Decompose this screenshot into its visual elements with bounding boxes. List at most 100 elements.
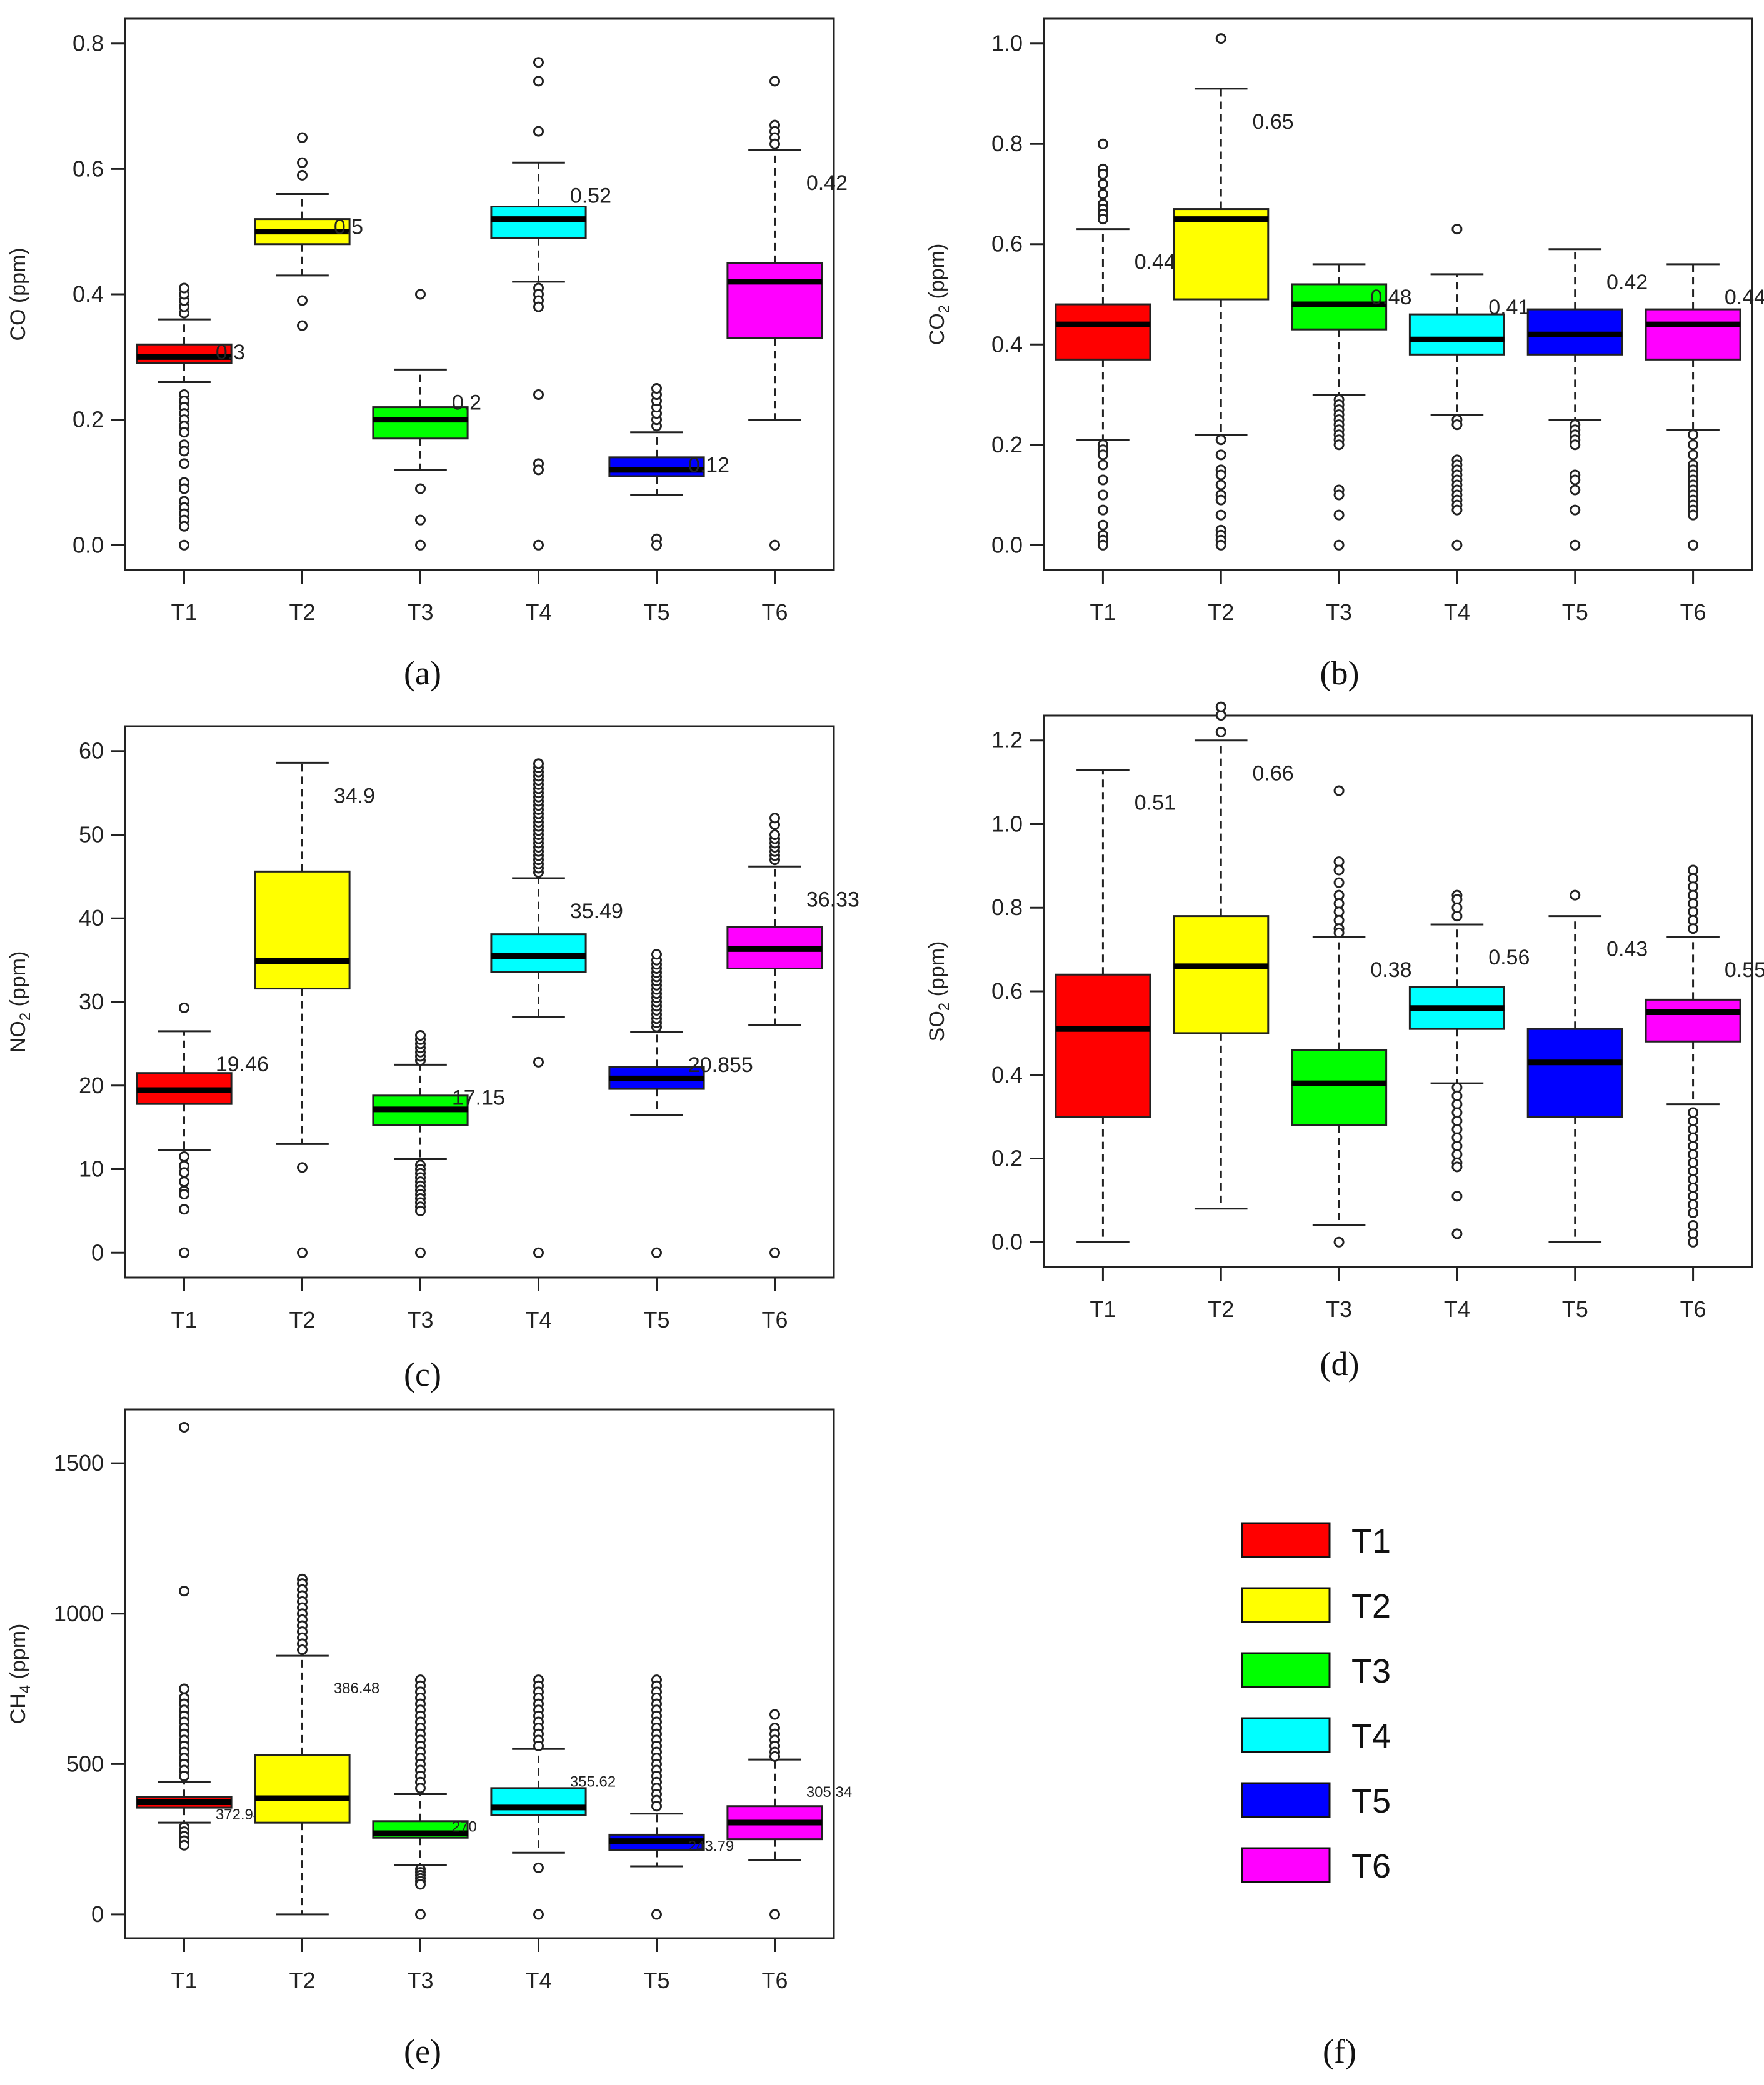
x-tick-label: T3: [407, 1968, 433, 1993]
y-tick-label: 0.8: [73, 31, 104, 56]
y-tick-label: 1500: [54, 1450, 104, 1476]
box-iqr: [726, 262, 823, 339]
box-iqr: [490, 1787, 587, 1816]
median-label: 0.66: [1253, 762, 1294, 786]
box-t1: 0.3: [136, 282, 245, 551]
legend-label-t2: T2: [1351, 1588, 1391, 1625]
median-label: 0.52: [570, 184, 611, 208]
outlier-point: [1451, 1228, 1463, 1239]
outlier-point: [533, 464, 544, 476]
y-tick-label: 0.2: [73, 407, 104, 432]
y-tick-label: 0.0: [73, 532, 104, 558]
x-tick-label: T4: [1444, 1296, 1470, 1322]
outlier-point: [769, 812, 780, 824]
x-tick-label: T2: [289, 1968, 315, 1993]
outlier-point: [415, 1782, 426, 1794]
outlier-point: [1570, 484, 1581, 496]
median-label: 0.51: [1135, 791, 1176, 815]
box-t4: 355.62: [490, 1674, 616, 1920]
outlier-point: [1570, 539, 1581, 551]
outlier-point: [1451, 539, 1463, 551]
y-tick-label: 0.8: [991, 894, 1023, 920]
outlier-point: [1215, 479, 1226, 491]
outlier-point: [179, 539, 189, 551]
outlier-point: [1097, 519, 1108, 531]
y-tick-label: 60: [79, 738, 104, 764]
x-tick-label: T3: [1326, 1296, 1352, 1322]
outlier-point: [769, 1909, 780, 1920]
outlier-point: [1333, 877, 1345, 888]
outlier-point: [533, 389, 544, 401]
x-tick-label: T1: [171, 599, 197, 625]
x-tick-label: T6: [1680, 1296, 1706, 1322]
y-tick-label: 0.4: [73, 281, 104, 307]
box-iqr: [1173, 915, 1270, 1034]
legend-swatch-t3: [1241, 1652, 1331, 1688]
outlier-point: [1451, 504, 1463, 516]
outlier-point: [179, 1176, 189, 1188]
outlier-point: [179, 1421, 189, 1432]
outlier-point: [769, 76, 780, 87]
outlier-point: [1097, 168, 1108, 179]
box-t2: 0.66: [1173, 701, 1294, 1210]
outlier-point: [1215, 494, 1226, 506]
outlier-point: [651, 382, 662, 394]
outlier-point: [179, 1204, 189, 1215]
box-t5: 243.79: [608, 1674, 734, 1920]
y-tick-label: 1.2: [991, 728, 1023, 753]
y-tick-label: 30: [79, 989, 104, 1014]
outlier-point: [1215, 701, 1226, 712]
median-label: 305.34: [806, 1784, 852, 1801]
outlier-point: [179, 1151, 189, 1162]
box-iqr: [1645, 998, 1741, 1042]
x-tick-label: T3: [407, 1307, 433, 1332]
outlier-point: [1688, 923, 1699, 934]
x-tick-label: T4: [525, 599, 551, 625]
y-tick-label: 500: [66, 1751, 104, 1776]
box-t4: 0.56: [1408, 889, 1530, 1239]
x-tick-label: T1: [1090, 1296, 1116, 1322]
y-tick-label: 1.0: [991, 31, 1023, 56]
x-tick-label: T5: [1562, 599, 1588, 625]
panel-a-co-boxplot: 0.0 0.2 0.4 0.6 0.8 CO (ppm) 0.3 T1 0.5 T2 0.2 T3 0.…: [6, 18, 848, 625]
y-tick-label: 20: [79, 1072, 104, 1098]
box-t4: 0.41: [1408, 224, 1530, 551]
outlier-point: [179, 458, 189, 469]
outlier-point: [1333, 1236, 1345, 1248]
median-label: 0.56: [1488, 946, 1530, 969]
outlier-point: [415, 289, 426, 300]
y-tick-label: 0: [91, 1901, 104, 1927]
x-tick-label: T2: [289, 599, 315, 625]
outlier-point: [769, 1709, 780, 1720]
panel-c-no2-boxplot: 0 10 20 30 40 50 60 NO2 (ppm) 19.46 T1 34.9 T2 17.15…: [6, 725, 859, 1332]
median-label: 36.33: [806, 888, 859, 911]
y-axis-label: NO2 (ppm): [6, 951, 34, 1053]
outlier-point: [415, 483, 426, 494]
box-iqr: [1055, 303, 1151, 361]
outlier-point: [533, 1909, 544, 1920]
median-label: 0.38: [1370, 958, 1411, 982]
outlier-point: [297, 169, 308, 181]
x-tick-label: T1: [171, 1968, 197, 1993]
y-tick-label: 0.6: [991, 231, 1023, 257]
y-tick-label: 40: [79, 905, 104, 931]
outlier-point: [1451, 224, 1463, 235]
median-label: 0.42: [1606, 271, 1648, 294]
median-label: 0.3: [216, 341, 245, 364]
outlier-point: [1333, 785, 1345, 796]
median-label: 34.9: [334, 784, 375, 808]
x-tick-label: T5: [643, 1968, 669, 1993]
outlier-point: [1097, 474, 1108, 486]
outlier-point: [533, 301, 544, 312]
outlier-point: [769, 1247, 780, 1258]
outlier-point: [179, 446, 189, 457]
median-label: 355.62: [570, 1773, 616, 1790]
outlier-point: [1097, 489, 1108, 501]
median-label: 243.79: [688, 1838, 734, 1855]
outlier-point: [1688, 1207, 1699, 1218]
outlier-point: [297, 1247, 308, 1258]
outlier-point: [1097, 459, 1108, 471]
outlier-point: [1215, 539, 1226, 551]
y-tick-label: 0: [91, 1239, 104, 1265]
